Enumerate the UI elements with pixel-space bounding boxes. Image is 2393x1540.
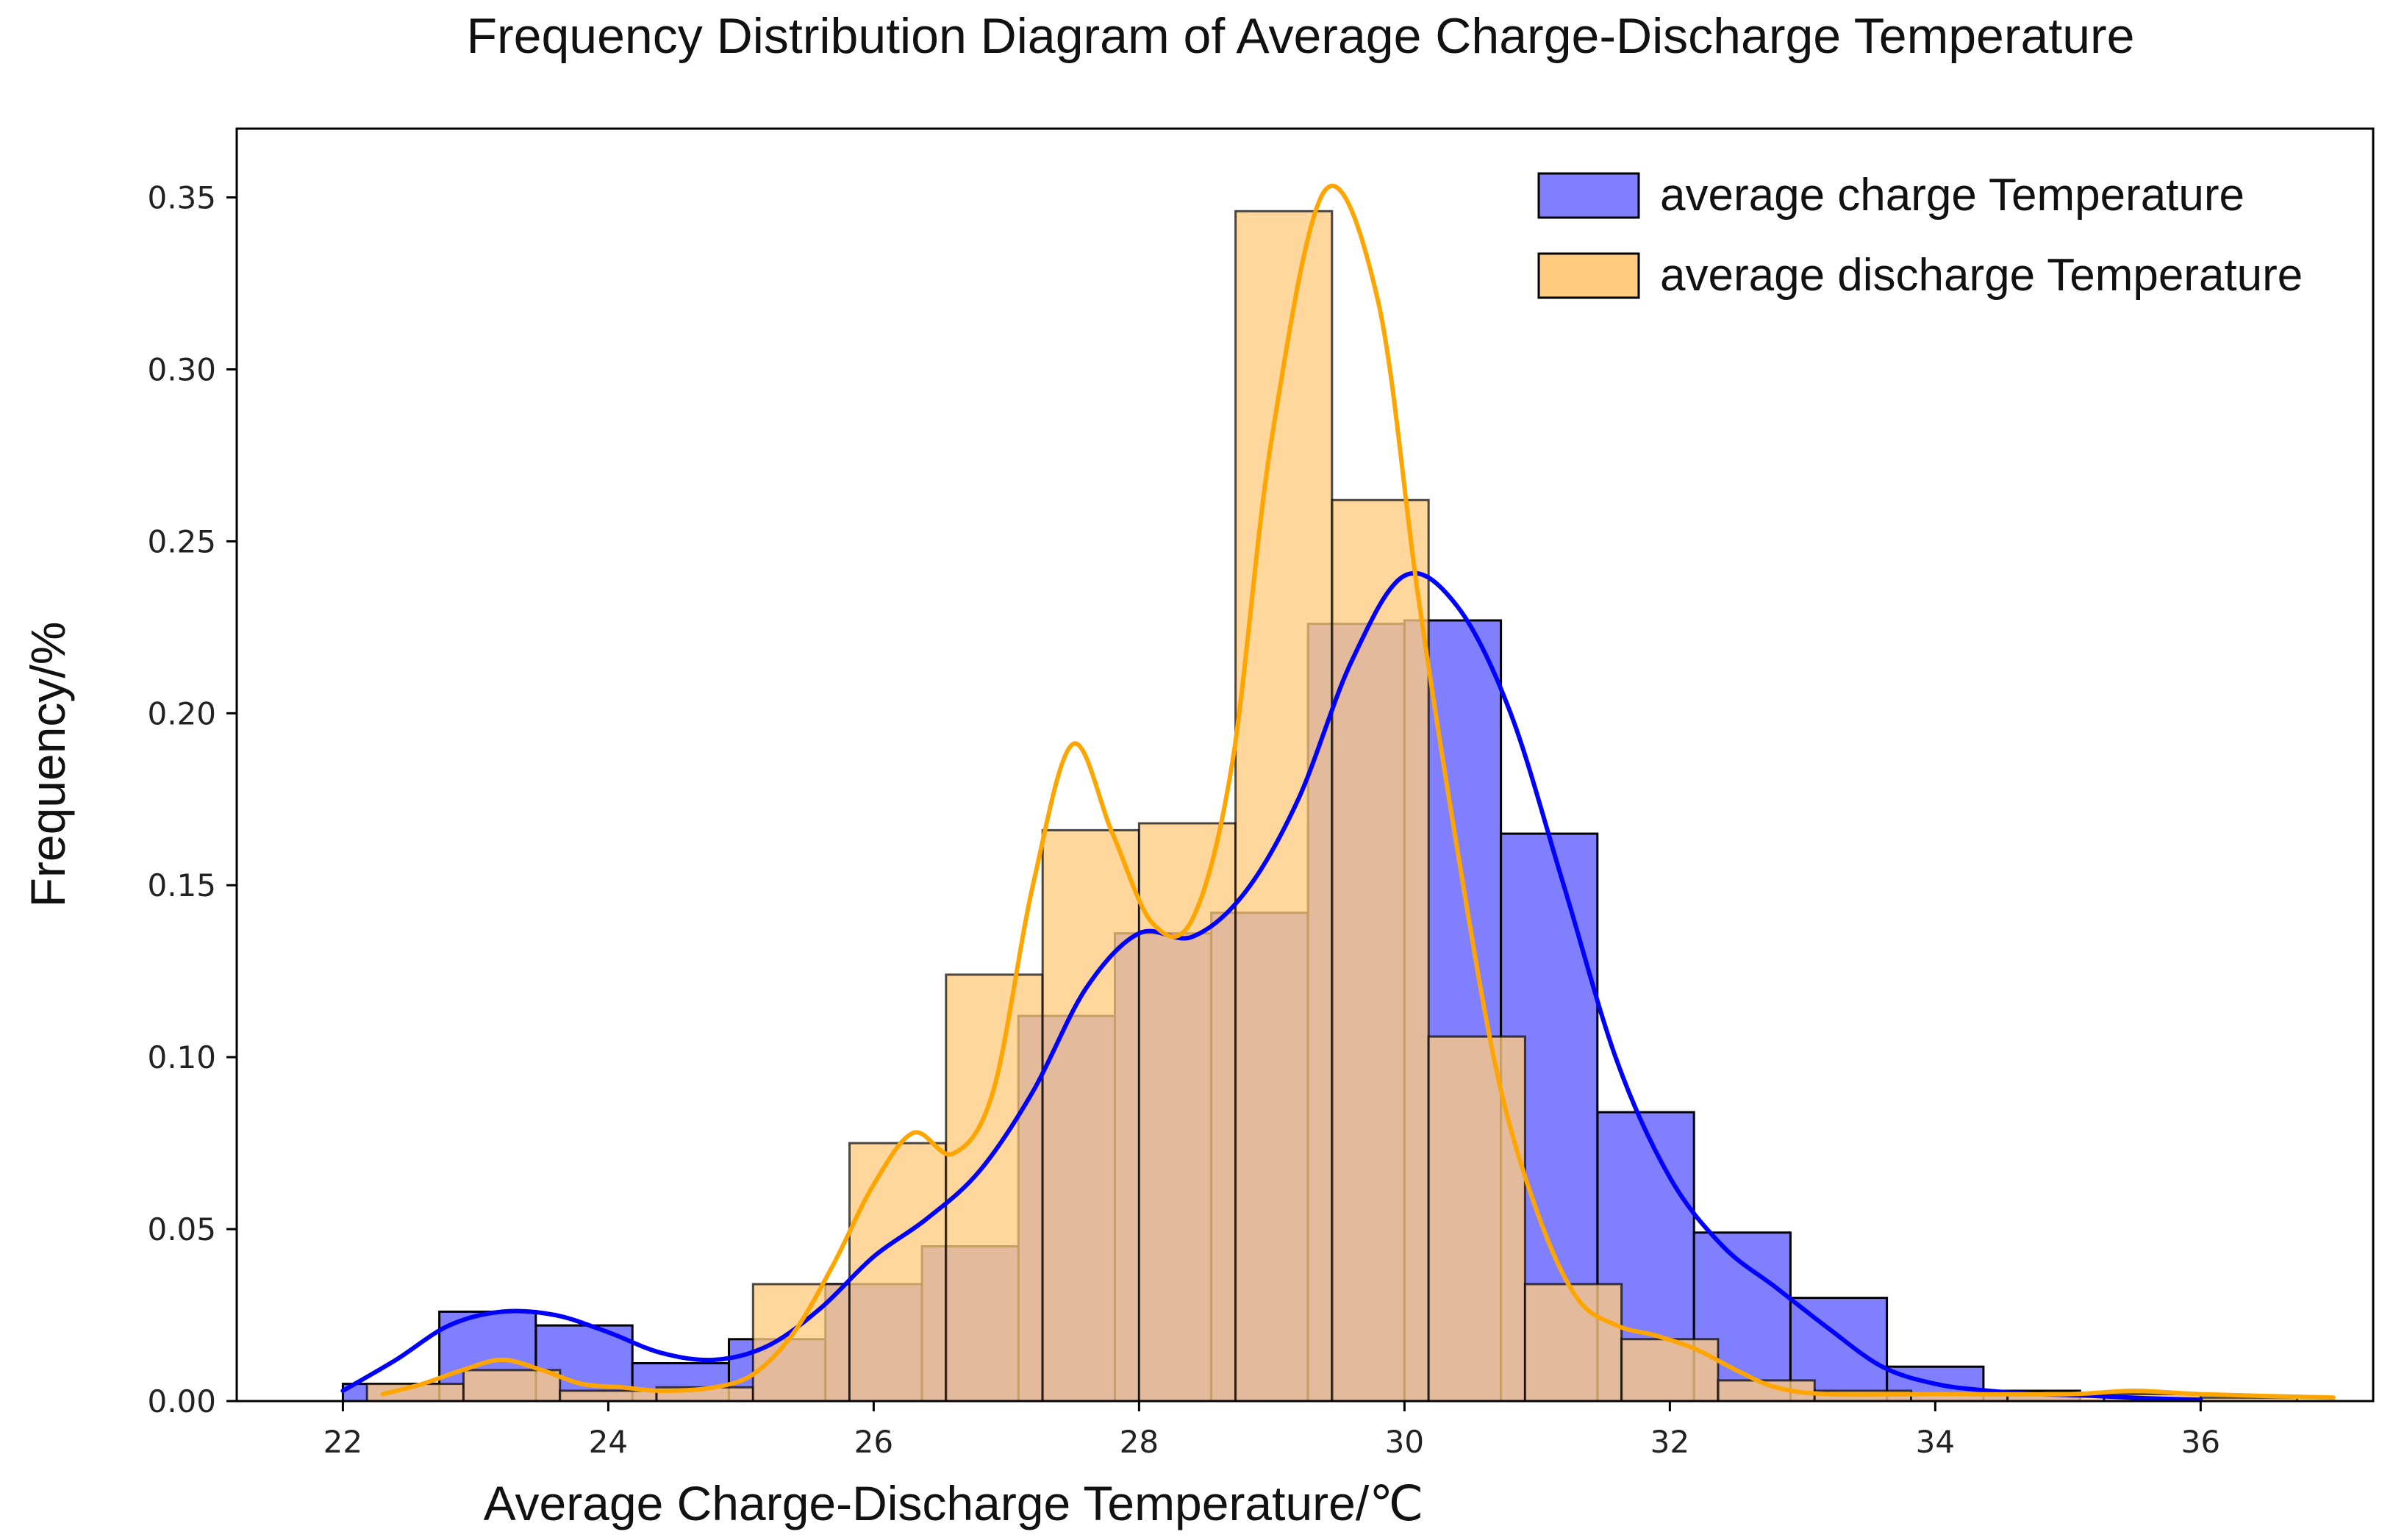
y-tick-label: 0.00 (147, 1383, 216, 1419)
bar (1234, 209, 1334, 1403)
bar (1331, 498, 1430, 1403)
bar (1789, 1297, 1889, 1403)
bar (1620, 1338, 1720, 1403)
y-axis: 0.00 0.05 0.10 0.15 0.20 0.25 0.30 0.35 (147, 180, 237, 1419)
x-tick-label: 32 (1650, 1424, 1689, 1460)
x-tick-label: 36 (2181, 1424, 2220, 1460)
kde-line-series-1 (340, 570, 2203, 1403)
legend-swatch-charge (1537, 172, 1640, 219)
x-axis-label: Average Charge-Discharge Temperature/℃ (484, 1476, 1424, 1530)
x-tick-label: 28 (1120, 1424, 1159, 1460)
x-tick-label: 22 (323, 1424, 362, 1460)
y-tick-label: 0.05 (147, 1211, 216, 1247)
y-tick-label: 0.25 (147, 523, 216, 559)
plot-area (340, 183, 2336, 1403)
x-tick-label: 24 (589, 1424, 628, 1460)
bar (945, 973, 1044, 1403)
legend-swatch-discharge (1537, 252, 1640, 299)
plot-frame (235, 127, 2375, 1403)
bars-series-2 (365, 209, 2299, 1403)
x-tick-label: 26 (854, 1424, 893, 1460)
legend: average charge Temperature average disch… (1537, 170, 2303, 301)
y-tick-label: 0.30 (147, 351, 216, 387)
y-tick-label: 0.15 (147, 867, 216, 903)
bar (1427, 1035, 1526, 1403)
x-tick-label: 34 (1916, 1424, 1955, 1460)
x-axis: 22 24 26 28 30 32 34 36 (323, 1401, 2220, 1460)
chart-title: Frequency Distribution Diagram of Averag… (466, 8, 2134, 64)
legend-label-discharge: average discharge Temperature (1660, 250, 2303, 301)
y-axis-label: Frequency/% (21, 622, 75, 908)
y-tick-label: 0.20 (147, 695, 216, 731)
y-tick-label: 0.10 (147, 1039, 216, 1075)
bar (848, 1142, 948, 1403)
legend-label-charge: average charge Temperature (1660, 170, 2244, 221)
bar (1137, 822, 1237, 1403)
bar (751, 1283, 851, 1403)
x-tick-label: 30 (1385, 1424, 1424, 1460)
bar (1523, 1283, 1623, 1403)
kde-line-series-2 (380, 183, 2336, 1400)
bar (462, 1369, 562, 1403)
y-tick-label: 0.35 (147, 180, 216, 216)
bar (559, 1389, 658, 1403)
bar (1041, 828, 1140, 1403)
